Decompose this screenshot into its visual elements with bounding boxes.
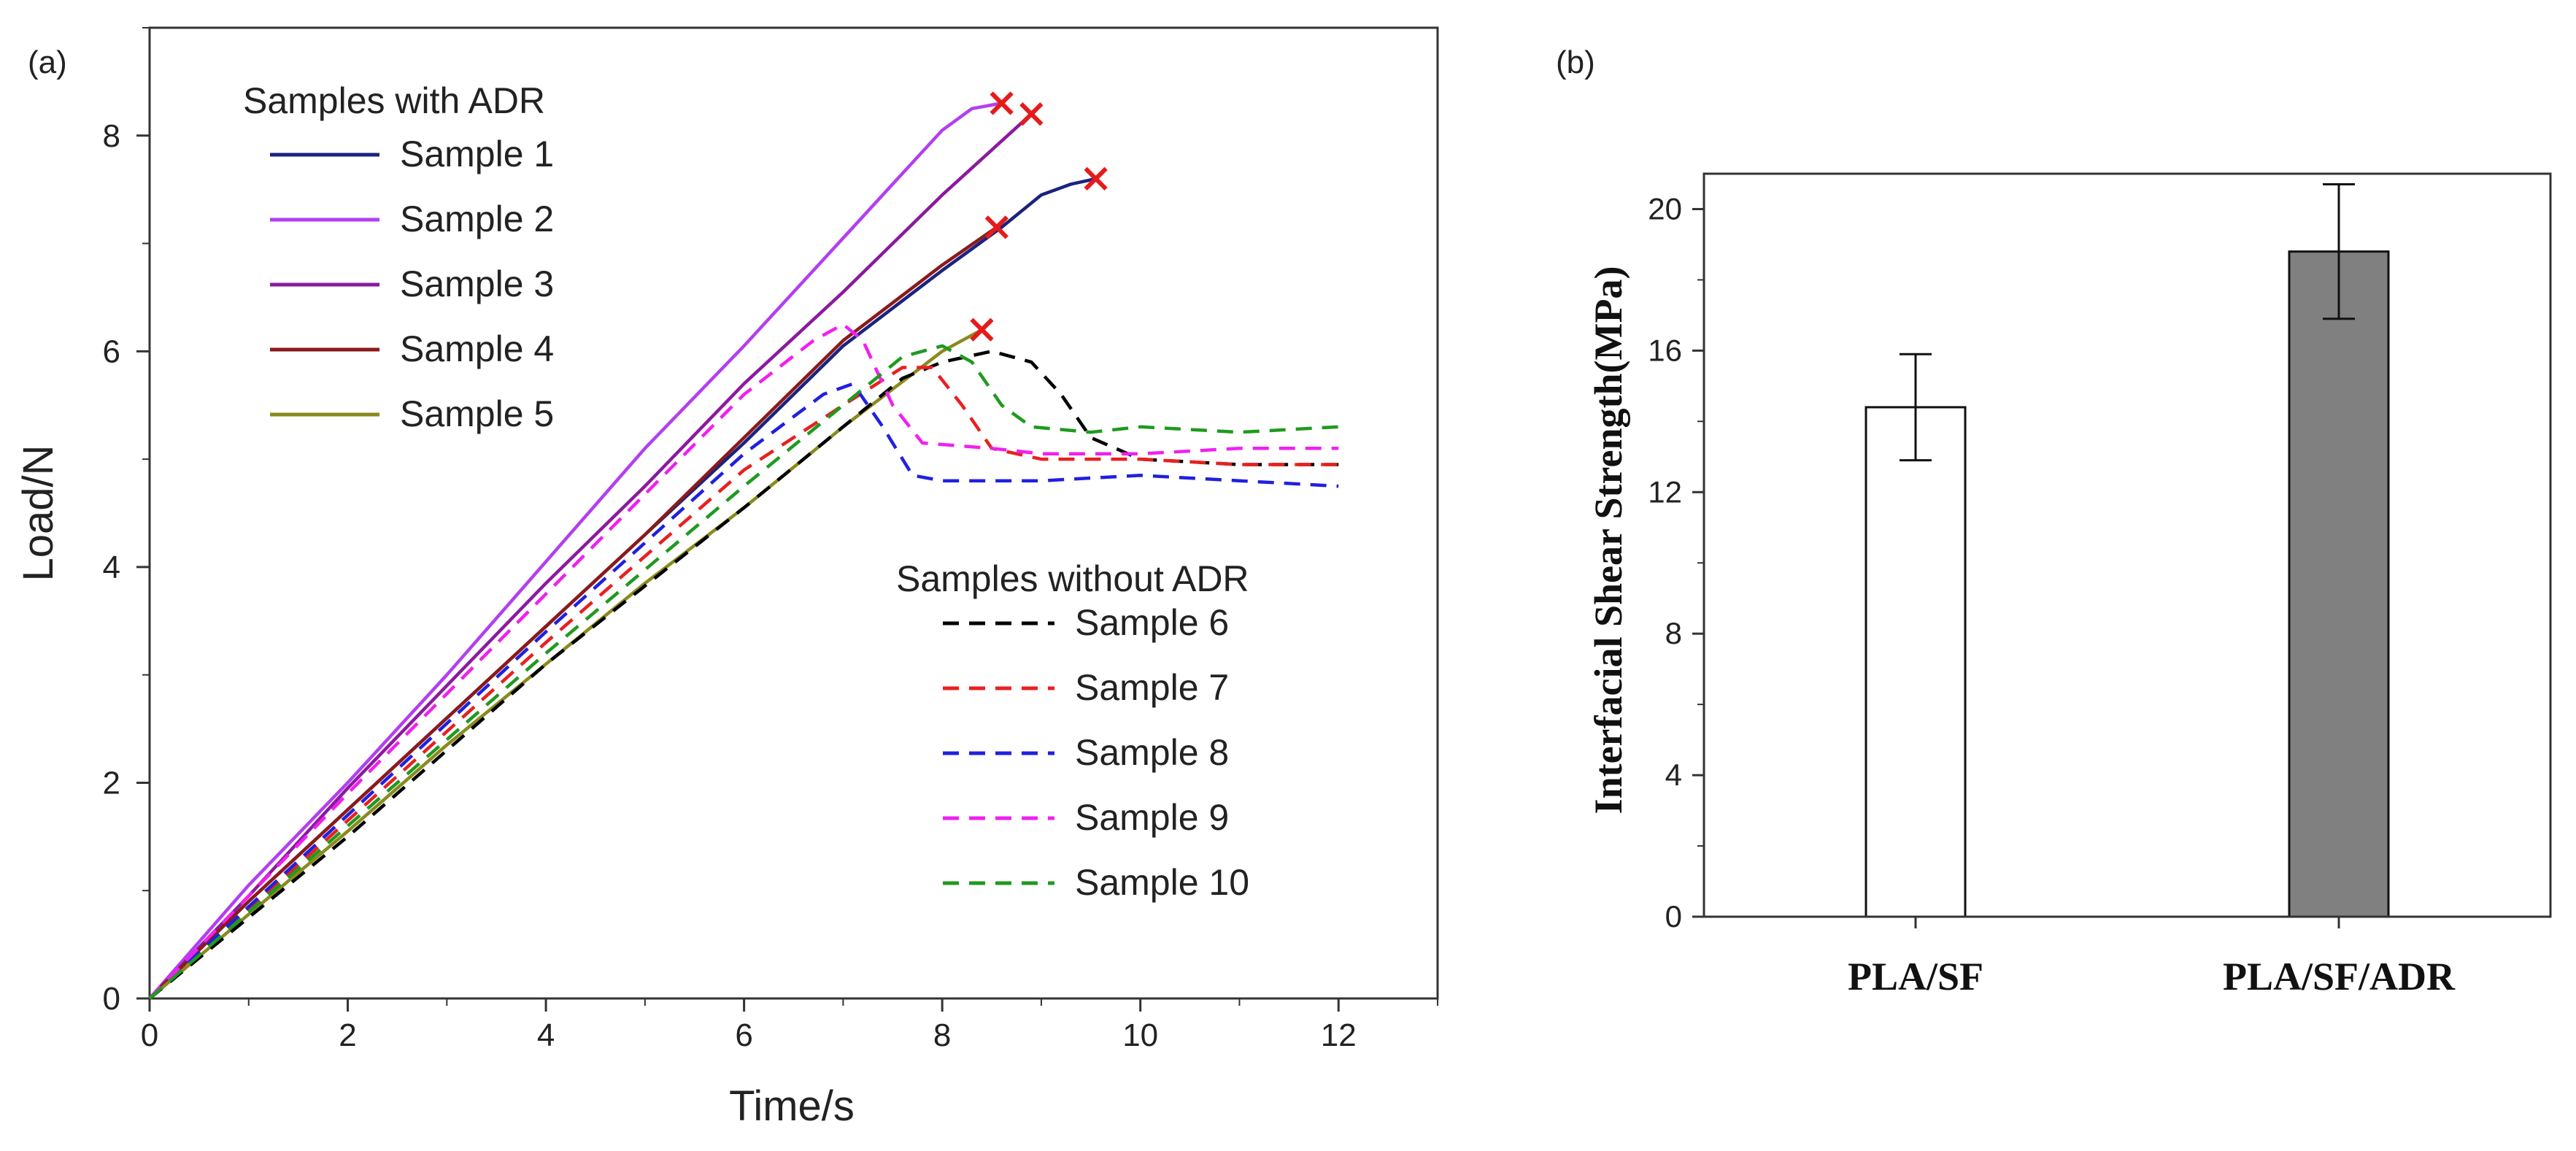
series-line-4 bbox=[148, 226, 998, 1000]
category-label: PLA/SF/ADR bbox=[2223, 955, 2456, 998]
legend-label: Sample 8 bbox=[1075, 732, 1229, 773]
legend-label: Sample 5 bbox=[400, 393, 554, 434]
x-tick-label: 2 bbox=[339, 1017, 356, 1053]
legend-label: Sample 7 bbox=[1075, 667, 1229, 708]
y-tick-label-b: 8 bbox=[1665, 616, 1682, 650]
x-axis-title-a: Time/s bbox=[729, 1082, 855, 1130]
plot-frame-a bbox=[148, 26, 1439, 1000]
y-tick-label: 8 bbox=[103, 118, 120, 154]
fracture-markers-a bbox=[970, 91, 1108, 342]
y-tick-label: 6 bbox=[103, 334, 120, 369]
category-label: PLA/SF bbox=[1848, 955, 1983, 998]
y-axis-title-b: Interfacial Shear Strength(MPa) bbox=[1586, 266, 1630, 815]
error-bar bbox=[2323, 183, 2355, 320]
axis-ticks-b: 0 4 8 12 16 20 PLA/SF PLA/SF/ADR bbox=[1648, 191, 2456, 998]
series-line-3 bbox=[148, 112, 1033, 1000]
error-bar bbox=[1900, 353, 1932, 462]
y-tick-label: 2 bbox=[103, 765, 120, 801]
series-lines-a bbox=[148, 101, 1339, 1000]
x-tick-label: 4 bbox=[537, 1017, 555, 1053]
fracture-marker bbox=[970, 317, 994, 342]
bar-chart-b: 0 4 8 12 16 20 PLA/SF PLA/SF/ADR bbox=[1648, 172, 2552, 998]
x-tick-label: 12 bbox=[1321, 1017, 1357, 1053]
y-tick-label-b: 0 bbox=[1665, 899, 1682, 933]
legend-label: Sample 3 bbox=[400, 263, 554, 304]
y-tick-label-b: 12 bbox=[1648, 474, 1682, 509]
fracture-marker bbox=[990, 91, 1014, 115]
series-line-7 bbox=[148, 366, 1339, 1000]
legend-label: Sample 1 bbox=[400, 134, 554, 174]
x-tick-label: 10 bbox=[1122, 1017, 1158, 1053]
fracture-marker bbox=[984, 215, 1009, 239]
fracture-marker bbox=[1084, 166, 1108, 191]
y-tick-label: 0 bbox=[103, 981, 120, 1017]
x-tick-label: 0 bbox=[141, 1017, 158, 1053]
bar-1 bbox=[1864, 406, 1967, 918]
legend-label: Sample 10 bbox=[1075, 862, 1249, 903]
legend-with-adr: Samples with ADR Sample 1 Sample 2 Sample … bbox=[243, 80, 554, 434]
legend-title-without-adr: Samples without ADR bbox=[896, 558, 1249, 599]
legend-label: Sample 6 bbox=[1075, 602, 1229, 643]
legend-label: Sample 2 bbox=[400, 199, 554, 239]
y-tick-label-b: 20 bbox=[1648, 191, 1682, 226]
y-axis-title-a: Load/N bbox=[15, 444, 62, 581]
legend-without-adr: Samples without ADR Sample 6 Sample 7 Samp… bbox=[896, 558, 1249, 903]
legend-label: Sample 4 bbox=[400, 328, 554, 369]
panel-label-a: (a) bbox=[28, 45, 67, 80]
x-tick-label: 6 bbox=[735, 1017, 752, 1053]
series-line-2 bbox=[148, 101, 1003, 1000]
series-line-6 bbox=[148, 350, 1339, 1000]
plot-frame-b bbox=[1702, 172, 2552, 918]
x-tick-label: 8 bbox=[933, 1017, 951, 1053]
legend-label: Sample 9 bbox=[1075, 797, 1229, 838]
bars-b bbox=[1864, 183, 2390, 918]
axis-ticks-a: 0 2 4 6 8 10 12 0 2 4 6 8 bbox=[103, 27, 1438, 1053]
fracture-marker bbox=[1019, 102, 1044, 126]
line-chart-a: 0 2 4 6 8 10 12 0 2 4 6 8 bbox=[103, 26, 1439, 1053]
y-tick-label-b: 16 bbox=[1648, 333, 1682, 367]
series-line-8 bbox=[148, 382, 1339, 1000]
y-tick-label: 4 bbox=[103, 550, 120, 585]
series-line-9 bbox=[148, 323, 1339, 1000]
legend-title-with-adr: Samples with ADR bbox=[243, 80, 545, 121]
panel-label-b: (b) bbox=[1556, 45, 1595, 80]
y-tick-label-b: 4 bbox=[1665, 758, 1682, 792]
bar-2 bbox=[2288, 250, 2390, 918]
